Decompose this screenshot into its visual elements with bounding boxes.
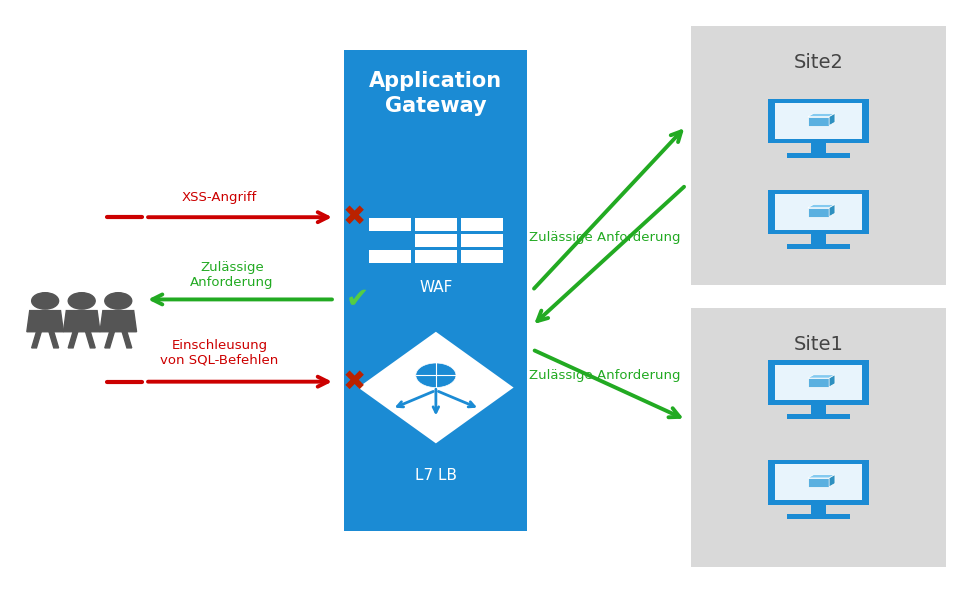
Polygon shape xyxy=(830,375,835,387)
Circle shape xyxy=(105,293,132,309)
Text: Zulässige
Anforderung: Zulässige Anforderung xyxy=(190,261,274,289)
Polygon shape xyxy=(807,113,835,117)
Text: L7 LB: L7 LB xyxy=(415,468,457,483)
FancyBboxPatch shape xyxy=(775,103,862,139)
Circle shape xyxy=(68,293,95,309)
FancyBboxPatch shape xyxy=(415,250,457,263)
Text: ✔: ✔ xyxy=(346,285,369,314)
FancyBboxPatch shape xyxy=(461,218,503,231)
FancyBboxPatch shape xyxy=(345,50,528,531)
FancyBboxPatch shape xyxy=(811,404,826,414)
Polygon shape xyxy=(807,474,835,478)
FancyBboxPatch shape xyxy=(787,514,850,519)
Polygon shape xyxy=(105,331,114,348)
FancyBboxPatch shape xyxy=(775,194,862,230)
FancyBboxPatch shape xyxy=(461,250,503,263)
Polygon shape xyxy=(830,474,835,487)
FancyBboxPatch shape xyxy=(787,414,850,419)
FancyBboxPatch shape xyxy=(811,505,826,514)
Polygon shape xyxy=(807,208,830,216)
FancyBboxPatch shape xyxy=(691,308,946,567)
Polygon shape xyxy=(68,331,77,348)
Text: Application
Gateway: Application Gateway xyxy=(370,71,502,116)
FancyBboxPatch shape xyxy=(369,250,410,263)
FancyBboxPatch shape xyxy=(769,190,868,234)
Text: Einschleusung
von SQL-Befehlen: Einschleusung von SQL-Befehlen xyxy=(160,339,279,367)
Text: Zulässige Anforderung: Zulässige Anforderung xyxy=(529,369,681,382)
Text: XSS-Angriff: XSS-Angriff xyxy=(182,192,257,204)
Text: Site1: Site1 xyxy=(794,334,843,353)
FancyBboxPatch shape xyxy=(691,26,946,285)
Text: WAF: WAF xyxy=(419,280,453,295)
FancyBboxPatch shape xyxy=(461,234,503,247)
Polygon shape xyxy=(807,478,830,487)
Text: ✖: ✖ xyxy=(343,368,366,396)
Polygon shape xyxy=(32,331,42,348)
Text: Zulässige Anforderung: Zulässige Anforderung xyxy=(529,231,681,244)
Polygon shape xyxy=(807,117,830,126)
Text: Site2: Site2 xyxy=(794,53,843,72)
FancyBboxPatch shape xyxy=(369,218,410,231)
FancyBboxPatch shape xyxy=(787,152,850,158)
Polygon shape xyxy=(100,311,136,331)
Text: ✖: ✖ xyxy=(343,203,366,231)
Polygon shape xyxy=(807,205,835,208)
FancyBboxPatch shape xyxy=(415,218,457,231)
FancyBboxPatch shape xyxy=(775,464,862,500)
Polygon shape xyxy=(807,375,835,378)
Circle shape xyxy=(416,363,456,388)
FancyBboxPatch shape xyxy=(775,365,862,400)
Polygon shape xyxy=(64,311,100,331)
Polygon shape xyxy=(807,378,830,387)
Polygon shape xyxy=(830,205,835,216)
Polygon shape xyxy=(27,311,64,331)
Polygon shape xyxy=(85,331,95,348)
Polygon shape xyxy=(358,331,514,444)
Polygon shape xyxy=(830,113,835,126)
FancyBboxPatch shape xyxy=(415,234,457,247)
Circle shape xyxy=(32,293,59,309)
Polygon shape xyxy=(49,331,59,348)
FancyBboxPatch shape xyxy=(769,361,868,404)
FancyBboxPatch shape xyxy=(787,244,850,248)
FancyBboxPatch shape xyxy=(769,460,868,505)
FancyBboxPatch shape xyxy=(769,99,868,144)
FancyBboxPatch shape xyxy=(811,234,826,244)
Polygon shape xyxy=(122,331,132,348)
FancyBboxPatch shape xyxy=(811,144,826,152)
